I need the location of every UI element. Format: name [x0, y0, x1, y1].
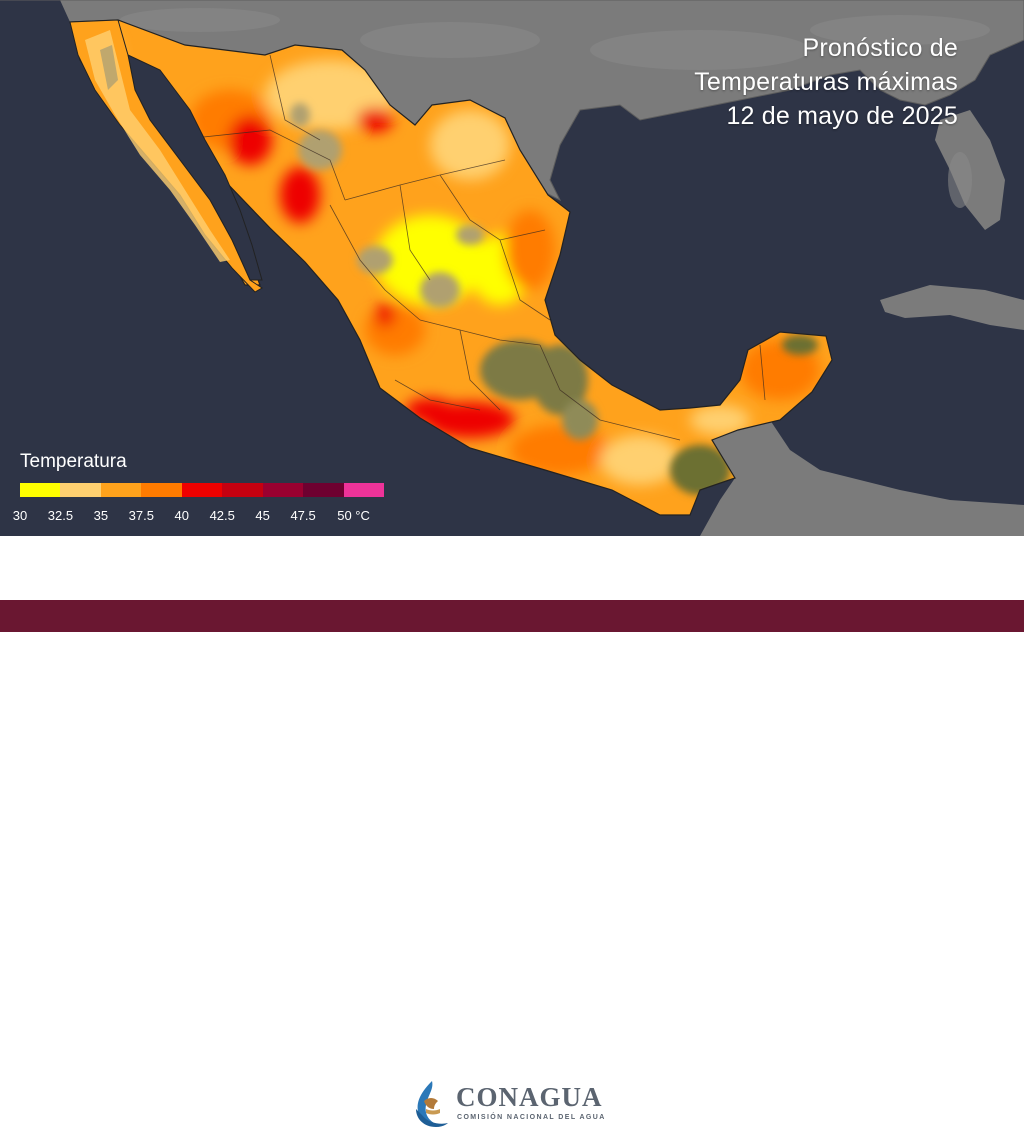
legend-swatch: [222, 483, 263, 497]
legend-swatch: [100, 483, 142, 497]
legend-tick-label: 37.5: [128, 508, 154, 523]
legend-tick-label: 32.5: [47, 508, 74, 523]
legend-color-bar: [20, 483, 384, 497]
state-boundaries: [174, 54, 766, 441]
legend-tick-label: 42.5: [209, 508, 235, 523]
bottom-band: [0, 600, 1024, 632]
conagua-logo-icon: [416, 1081, 448, 1127]
footer: CONAGUA COMISIÓN NACIONAL DEL AGUA: [0, 536, 1024, 1127]
legend-tick-label: 45: [255, 508, 270, 523]
title-line-2: Temperaturas máximas: [694, 68, 958, 96]
legend-swatch: [303, 483, 344, 497]
title-line-1: Pronóstico de: [802, 34, 958, 62]
conagua-logo-name: CONAGUA: [456, 1082, 603, 1112]
temperature-map: Pronóstico de Temperaturas máximas 12 de…: [0, 0, 1024, 536]
legend-swatch: [181, 483, 223, 497]
legend-tick-label: 30: [12, 508, 28, 523]
legend-swatch: [141, 483, 182, 497]
legend-swatch: [20, 483, 61, 497]
legend-swatch: [60, 483, 101, 497]
legend-tick-label: 40: [174, 508, 189, 523]
legend-tick-label: 35: [93, 508, 109, 523]
legend-swatch: [262, 483, 304, 497]
legend-tick-label: 47.5: [290, 508, 316, 523]
map-canvas: [0, 0, 1024, 536]
legend-swatch: [343, 483, 384, 497]
title-line-3: 12 de mayo de 2025: [726, 102, 958, 130]
legend-tick-label: 50 °C: [337, 508, 370, 523]
legend-title: Temperatura: [20, 451, 127, 472]
conagua-logo-subtitle: COMISIÓN NACIONAL DEL AGUA: [457, 1114, 606, 1121]
land-texture: [120, 8, 990, 208]
